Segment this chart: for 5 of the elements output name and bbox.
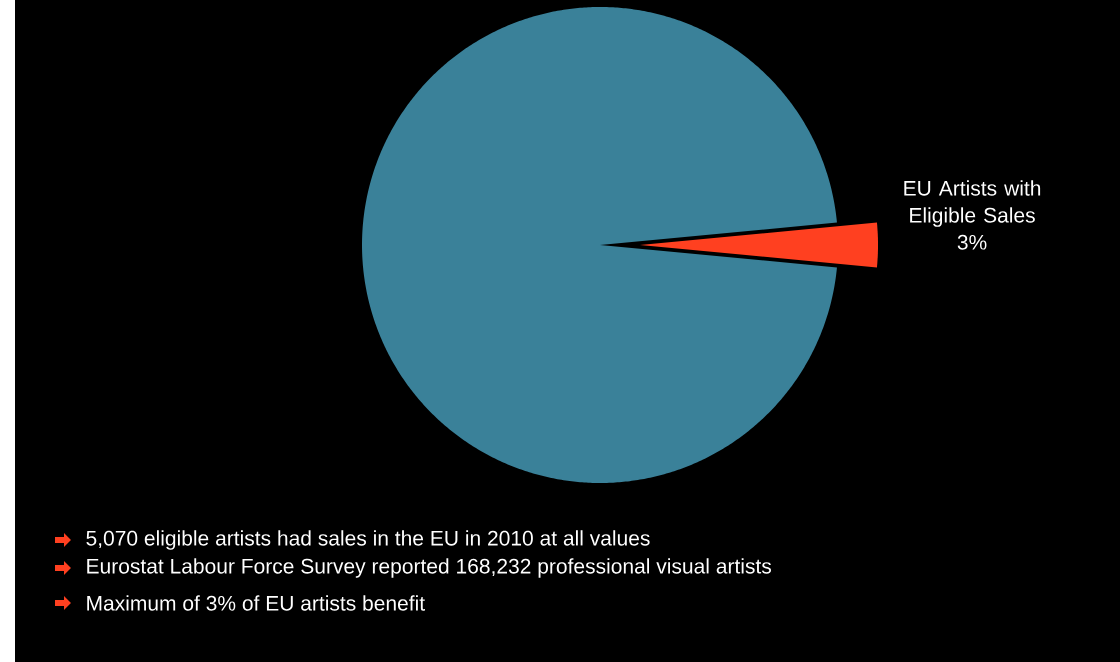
slice-label: EU Artists with Eligible Sales — [904, 180, 1041, 227]
text: Maximum of 3% of EU artists benefit — [87, 595, 425, 611]
text: Eurostat Labour Force Survey reported 168,232 professional visual artists — [87, 558, 772, 578]
text: 5,070 eligible artists had sales in the EU in 2010 at all values — [86, 530, 650, 550]
data-label: 3% — [957, 234, 987, 250]
